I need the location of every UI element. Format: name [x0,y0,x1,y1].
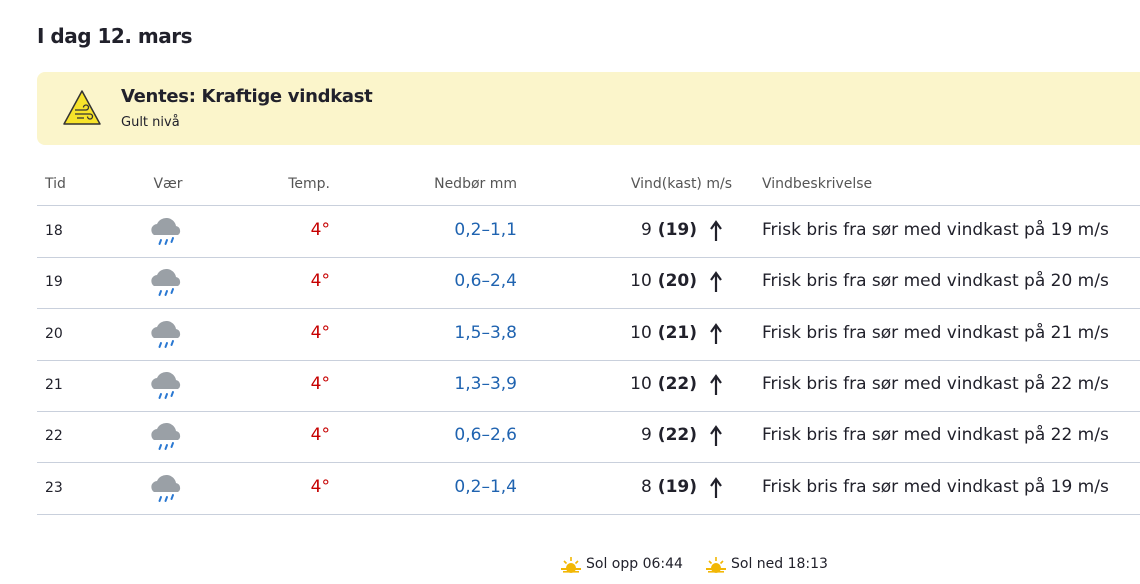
wind-gust: (20) [657,271,697,292]
precipitation: 0,2–1,1 [454,220,517,240]
wind-speed: 9 [640,220,652,240]
wind-direction [708,476,724,499]
weather-icon [146,472,190,506]
wind: 8 (19) [641,477,697,497]
wind-description: Frisk bris fra sør med vindkast på 19 m/… [762,220,1109,240]
header-divider [37,205,1140,206]
wind-direction [708,271,724,293]
arrow [710,425,722,447]
time: 22 [45,428,63,445]
wind-gust: (19) [657,476,697,497]
time: 18 [45,223,63,239]
warning-banner: Ventes: Kraftige vindkast Gult nivå [37,72,1140,145]
row-divider [37,360,1140,361]
arrow [710,373,722,395]
wind-description: Frisk bris fra sør med vindkast på 22 m/… [762,425,1109,446]
wind-gust: (21) [657,322,697,343]
wind-description: Frisk bris fra sør med vindkast på 19 m/… [762,476,1109,497]
precipitation: 0,6–2,4 [454,271,517,292]
wind-speed: 10 [630,271,652,292]
row-divider [37,257,1140,258]
column-header: Nedbør mm [434,176,517,192]
weather-icon [146,420,190,454]
rain-cloud [151,320,181,348]
time: 21 [45,376,63,393]
time: 19 [45,274,63,291]
precipitation: 1,5–3,8 [454,322,517,343]
precipitation: 1,3–3,9 [454,373,517,394]
precipitation: 0,6–2,6 [454,425,517,446]
row-divider [37,411,1140,412]
row-divider [37,514,1140,515]
column-header: Tid [45,176,66,192]
warning-level: Gult nivå [121,115,180,130]
wind-direction [708,373,724,396]
wind: 9 (19) [641,220,697,240]
wind: 9 (22) [641,425,697,445]
temperature: 4° [310,373,330,394]
column-header: Temp. [288,176,330,192]
time: 20 [45,325,63,342]
rain-cloud [151,269,181,297]
rain-cloud [151,217,181,245]
column-header: Vær [153,176,183,192]
wind-gust: (22) [657,425,697,446]
wind-description: Frisk bris fra sør med vindkast på 20 m/… [762,271,1109,292]
arrow [710,322,722,344]
wind: 10 (22) [630,374,697,394]
column-header: Vind(kast) m/s [630,176,732,192]
weather-icon [146,318,190,352]
wind-speed: 10 [630,322,652,343]
rain-cloud [151,474,181,502]
wind-gust: (19) [657,220,697,240]
temperature: 4° [310,322,330,343]
wind-speed: 10 [630,373,652,394]
precipitation: 0,2–1,4 [454,476,517,497]
wind-description: Frisk bris fra sør med vindkast på 22 m/… [762,373,1109,394]
row-divider [37,308,1140,309]
arrow [710,220,722,241]
sunset: Sol ned 18:13 [731,556,828,572]
temperature: 4° [310,271,330,292]
time: 23 [45,479,63,496]
wind-gust: (22) [657,373,697,394]
sunrise-icon [561,557,581,573]
arrow [710,271,722,293]
wind-direction [708,425,724,447]
wind-speed: 8 [640,476,652,497]
wind: 10 (21) [630,323,697,343]
rain-cloud [151,371,181,399]
warning-title: Ventes: Kraftige vindkast [121,86,373,107]
sunrise: Sol opp 06:44 [586,556,683,572]
weather-icon [146,369,190,403]
temperature: 4° [310,476,330,497]
wind-direction [708,220,724,242]
warning-icon [63,90,101,125]
temperature: 4° [310,425,330,446]
wind: 10 (20) [630,271,697,291]
rain-cloud [151,423,181,451]
row-divider [37,462,1140,463]
weather-icon [146,215,190,249]
wind-speed: 9 [640,425,652,446]
day-title: I dag 12. mars [37,24,193,48]
wind-description: Frisk bris fra sør med vindkast på 21 m/… [762,322,1109,343]
temperature: 4° [310,220,330,240]
wind-direction [708,322,724,345]
arrow [710,476,722,498]
weather-icon [146,266,190,300]
column-header: Vindbeskrivelse [762,176,873,192]
sunset-icon [706,557,726,573]
